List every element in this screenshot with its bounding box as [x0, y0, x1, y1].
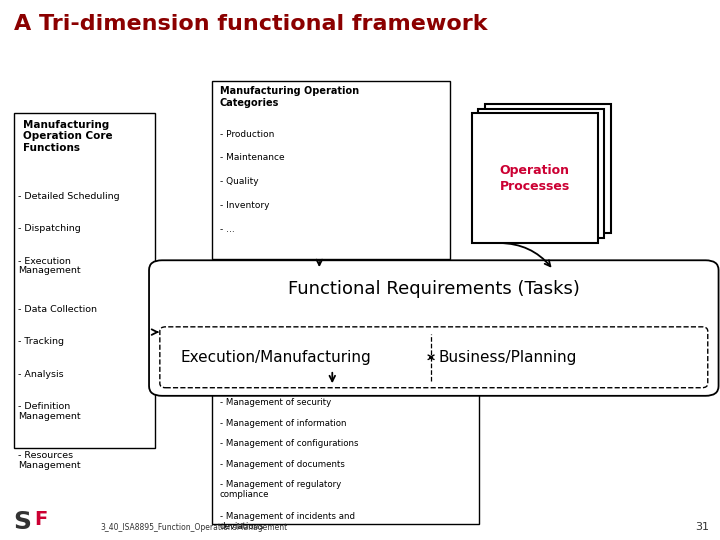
Text: - Definition
Management: - Definition Management	[18, 402, 81, 421]
Text: Manufacturing Operation
Categories: Manufacturing Operation Categories	[220, 86, 359, 108]
Text: 3_40_ISA8895_Function_OperationsManagement: 3_40_ISA8895_Function_OperationsManageme…	[101, 523, 288, 532]
Text: - Management of documents: - Management of documents	[220, 460, 344, 469]
Text: Manufacturing
Operation Core
Functions: Manufacturing Operation Core Functions	[23, 120, 112, 153]
Text: - Execution
Management: - Execution Management	[18, 256, 81, 275]
Text: - Maintenance: - Maintenance	[220, 153, 284, 163]
Text: - Analysis: - Analysis	[18, 370, 63, 379]
Bar	[14, 113, 155, 448]
Text: F: F	[35, 510, 48, 529]
Text: - Data Collection: - Data Collection	[18, 305, 97, 314]
Text: S: S	[13, 510, 31, 534]
Text: - Dispatching: - Dispatching	[18, 224, 81, 233]
Bar	[212, 81, 450, 259]
Text: - Tracking: - Tracking	[18, 338, 64, 347]
Text: 31: 31	[696, 522, 709, 532]
Text: - ...: - ...	[220, 225, 234, 234]
Bar	[485, 104, 611, 233]
Text: - Production: - Production	[220, 130, 274, 139]
FancyBboxPatch shape	[149, 260, 719, 396]
Text: Business/Planning: Business/Planning	[438, 350, 577, 365]
Text: - Management of configurations: - Management of configurations	[220, 439, 358, 448]
Text: - Inventory: - Inventory	[220, 201, 269, 210]
Text: - Management of information: - Management of information	[220, 418, 346, 428]
Text: - Quality: - Quality	[220, 177, 258, 186]
Text: A Tri-dimension functional framework: A Tri-dimension functional framework	[14, 14, 488, 33]
Text: - Management of security: - Management of security	[220, 398, 331, 407]
Text: - Management of incidents and
deviations: - Management of incidents and deviations	[220, 512, 355, 531]
Text: Functional Requirements (Tasks): Functional Requirements (Tasks)	[288, 280, 580, 298]
Bar	[478, 109, 604, 238]
Text: - Management of regulatory
compliance: - Management of regulatory compliance	[220, 480, 341, 499]
Bar	[7, 497, 58, 537]
Text: - Detailed Scheduling: - Detailed Scheduling	[18, 192, 120, 201]
Bar	[472, 113, 598, 243]
Bar	[212, 370, 479, 524]
Text: Execution/Manufacturing: Execution/Manufacturing	[180, 350, 371, 365]
Text: - Resources
Management: - Resources Management	[18, 451, 81, 470]
Text: Operation
Processes: Operation Processes	[500, 164, 570, 193]
FancyBboxPatch shape	[160, 327, 708, 388]
Text: Supporting activities: Supporting activities	[220, 375, 336, 386]
